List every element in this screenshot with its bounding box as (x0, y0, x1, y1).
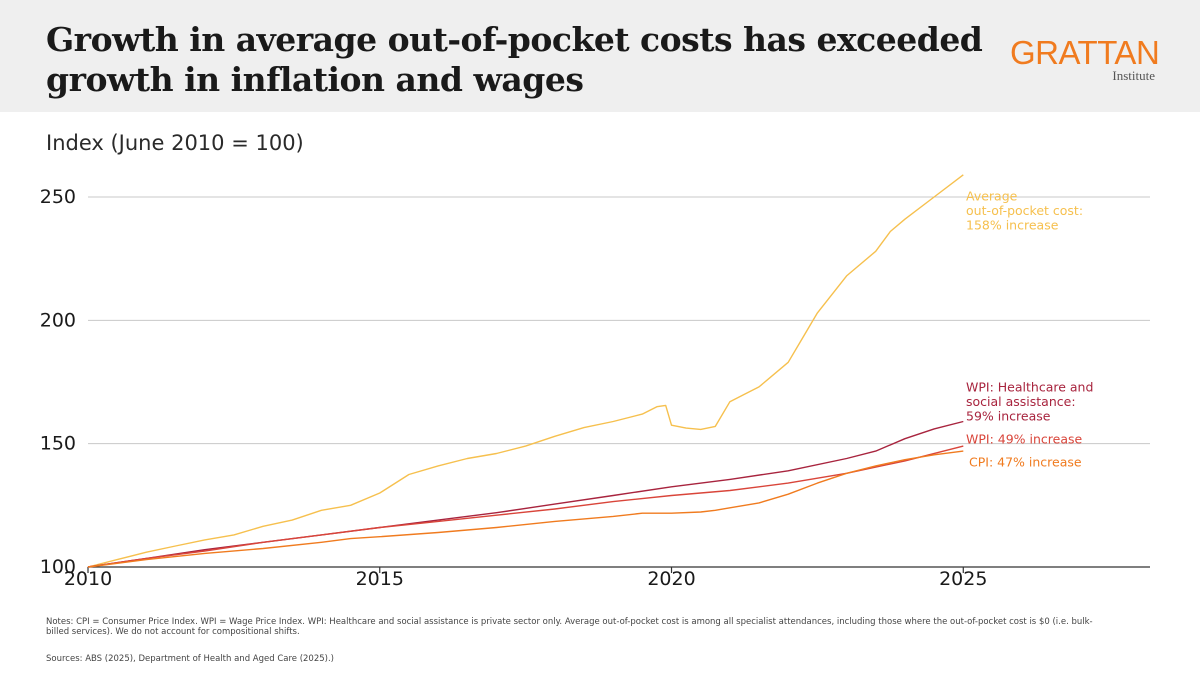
series-label-wpi-healthcare-and-social-assistance-line-2: social assistance: (966, 394, 1076, 409)
header-band: Growth in average out-of-pocket costs ha… (0, 0, 1200, 112)
series-label-wpi-healthcare-and-social-assistance-line-1: WPI: Healthcare and (966, 380, 1093, 395)
y-tick-label-150: 150 (40, 433, 76, 455)
series-line-wpi (87, 445, 964, 568)
series-label-average-out-of-pocket-cost-line-1: Average (966, 189, 1018, 204)
sources-text: Sources: ABS (2025), Department of Healt… (46, 654, 334, 664)
series-line-cpi (87, 450, 964, 568)
x-tick-label-2010: 2010 (64, 568, 112, 590)
series-label-average-out-of-pocket-cost-line-3: 158% increase (966, 218, 1059, 233)
y-tick-label-250: 250 (40, 186, 76, 208)
series-label-cpi-line-1: CPI: 47% increase (969, 455, 1082, 470)
x-tick-label-2025: 2025 (939, 568, 987, 590)
logo-subtext: Institute (1112, 68, 1155, 83)
x-tick-label-2020: 2020 (647, 568, 695, 590)
y-tick-label-100: 100 (40, 556, 76, 578)
x-tick-label-2015: 2015 (356, 568, 404, 590)
logo-wordmark: GRATTAN (1010, 34, 1160, 71)
series-label-wpi-line-1: WPI: 49% increase (966, 432, 1083, 447)
series-label-wpi-healthcare-and-social-assistance-line-3: 59% increase (966, 409, 1051, 424)
chart-title: Growth in average out-of-pocket costs ha… (46, 20, 983, 99)
y-axis-title: Index (June 2010 = 100) (46, 131, 304, 155)
grattan-logo: GRATTAN Institute (1010, 34, 1160, 83)
y-tick-label-200: 200 (40, 309, 76, 331)
notes-text: Notes: CPI = Consumer Price Index. WPI =… (46, 617, 1093, 637)
series-label-average-out-of-pocket-cost-line-2: out-of-pocket cost: (966, 203, 1083, 218)
series-line-average-out-of-pocket-cost (87, 174, 964, 568)
